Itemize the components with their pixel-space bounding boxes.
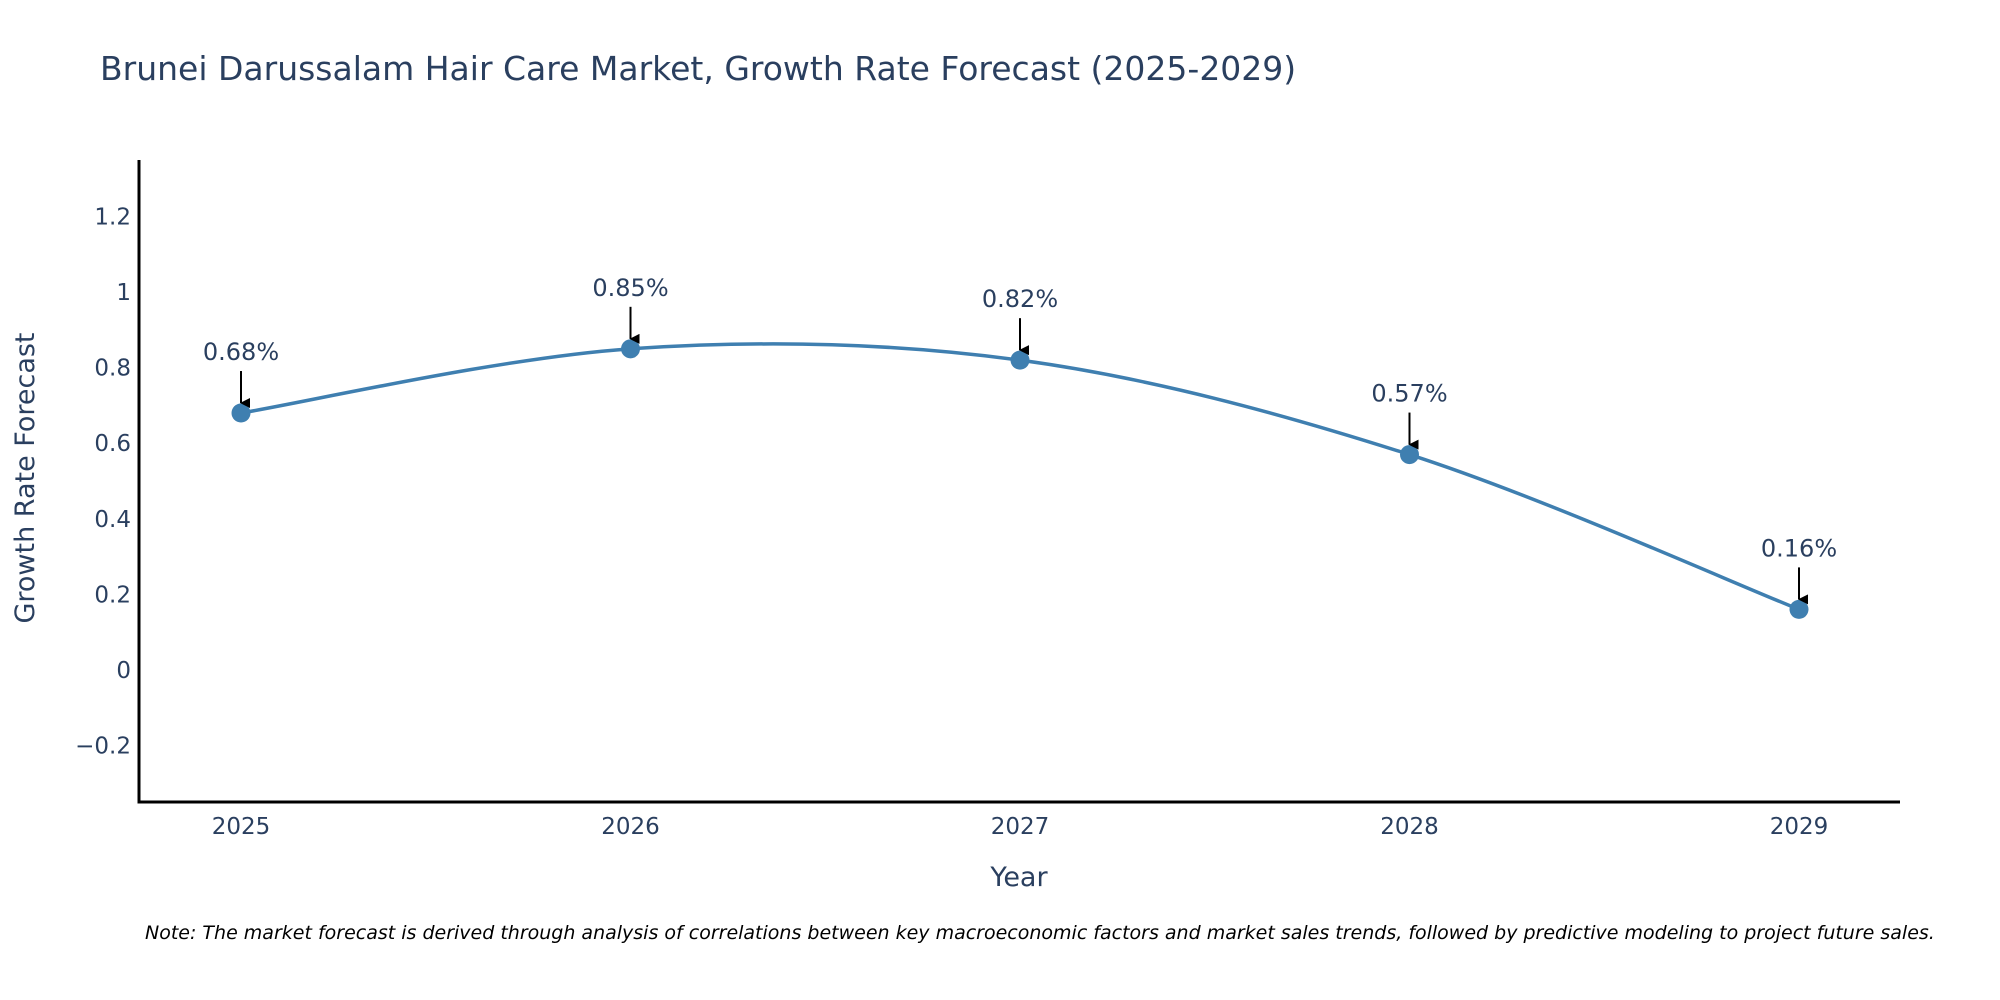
y-axis-title: Growth Rate Forecast (10, 332, 41, 623)
footnote: Note: The market forecast is derived thr… (145, 922, 1935, 944)
growth-rate-line (240, 342, 1800, 612)
y-tick-label: 0.4 (94, 507, 131, 533)
x-tick-label: 2025 (212, 814, 271, 840)
x-tick-label: 2028 (1380, 814, 1439, 840)
chart-title: Brunei Darussalam Hair Care Market, Grow… (100, 49, 1296, 88)
data-point (1010, 350, 1030, 370)
y-tick-label: 0.2 (94, 582, 131, 608)
y-axis-ticks: −0.2 0 0.2 0.4 0.6 0.8 1 1.2 (75, 205, 131, 760)
x-axis-title: Year (989, 862, 1048, 893)
data-point (621, 339, 640, 359)
data-point (231, 403, 251, 423)
data-point (1400, 445, 1419, 465)
data-label: 0.57% (1371, 380, 1447, 408)
y-tick-label: 0.8 (94, 356, 131, 382)
x-axis-ticks: 2025 2026 2027 2028 2029 (212, 814, 1829, 840)
data-label: 0.16% (1761, 534, 1837, 562)
data-markers (231, 339, 1809, 619)
data-label: 0.85% (592, 274, 668, 302)
y-tick-label: 0 (116, 658, 131, 684)
data-label: 0.68% (203, 338, 279, 366)
data-annotations: 0.68% 0.85% 0.82% 0.57% 0.16% (203, 274, 1837, 605)
y-tick-label: 0.6 (94, 431, 131, 457)
y-tick-label: 1.2 (94, 205, 131, 231)
y-tick-label: −0.2 (75, 733, 131, 759)
data-label: 0.82% (982, 285, 1058, 313)
x-tick-label: 2027 (991, 814, 1050, 840)
data-point (1789, 599, 1809, 619)
y-tick-label: 1 (116, 280, 131, 306)
x-tick-label: 2029 (1770, 814, 1829, 840)
x-tick-label: 2026 (601, 814, 660, 840)
